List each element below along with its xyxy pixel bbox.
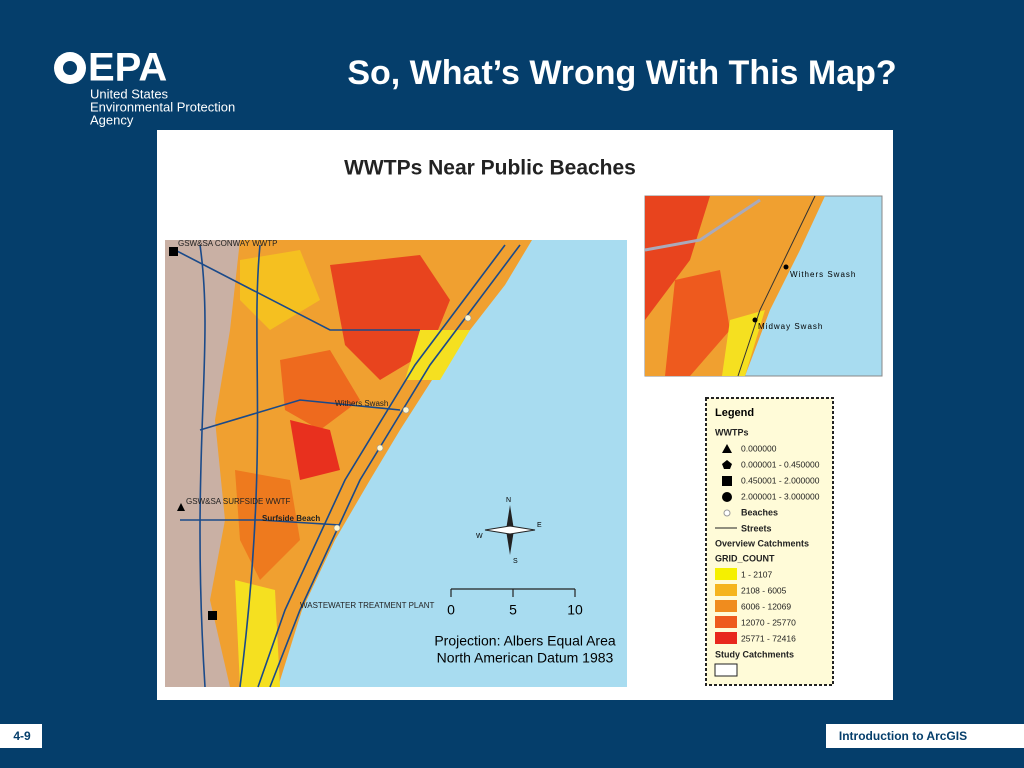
legend-symbol — [723, 509, 731, 517]
legend-item: 2108 - 6005 — [741, 585, 787, 595]
logo-line: United States — [90, 86, 169, 101]
wwtp — [177, 503, 185, 511]
logo-emblem-inner — [63, 61, 77, 75]
beach — [402, 406, 410, 414]
beach — [376, 444, 384, 452]
map-label: GSW&SA CONWAY WWTP — [178, 239, 277, 248]
compass: N E S W — [476, 497, 542, 565]
legend-swatch — [715, 616, 737, 628]
compass-label: W — [476, 533, 483, 540]
beach — [464, 314, 472, 322]
legend-swatch — [715, 568, 737, 580]
footer-page: 4-9 — [13, 729, 31, 743]
inset-point — [752, 317, 758, 323]
street — [180, 519, 341, 526]
epa-logo: EPA United States Environmental Protecti… — [54, 46, 235, 127]
compass-label: N — [506, 497, 511, 504]
scale-bar — [450, 588, 576, 597]
logo-line: Agency — [90, 112, 134, 127]
projection: North American Datum 1983 — [437, 650, 614, 666]
slide-title: So, What’s Wrong With This Map? — [347, 54, 896, 92]
legend-swatch — [715, 632, 737, 644]
street — [269, 244, 521, 688]
inset-catchment — [665, 270, 730, 376]
legend-symbol — [722, 476, 732, 486]
logo-line: Environmental Protection — [90, 99, 235, 114]
beaches — [333, 314, 472, 532]
legend-swatch — [714, 663, 738, 677]
wwtp — [169, 247, 178, 256]
river — [199, 244, 206, 688]
inset-map: Withers Swash Midway Swash — [644, 195, 883, 377]
legend-symbol — [722, 492, 732, 502]
scale-label: 5 — [509, 602, 517, 618]
legend-swatch — [715, 600, 737, 612]
legend-item: Beaches — [741, 507, 778, 517]
map-label: Surfside Beach — [262, 514, 320, 523]
high-catchment — [290, 420, 340, 480]
river — [239, 244, 261, 688]
legend-item: Streets — [741, 523, 772, 533]
inset-catchment — [645, 196, 710, 320]
footer-course-box — [826, 724, 1024, 748]
legend-heading: WWTPs — [715, 427, 749, 437]
legend-heading: Overview Catchments — [715, 538, 809, 548]
wwtp — [208, 611, 217, 620]
legend-item: 25771 - 72416 — [741, 633, 796, 643]
projection: Projection: Albers Equal Area — [434, 633, 616, 649]
mid-catchment — [235, 470, 300, 580]
legend-heading: GRID_COUNT — [715, 553, 775, 563]
legend-item: 0.000000 — [741, 443, 777, 453]
map-label: WASTEWATER TREATMENT PLANT — [300, 601, 434, 610]
logo-wordmark: EPA — [88, 46, 167, 90]
street — [174, 249, 420, 331]
legend: Legend WWTPs 0.000000 0.000001 - 0.45000… — [705, 397, 834, 686]
scale-label: 0 — [447, 602, 455, 618]
legend-symbol — [722, 460, 732, 469]
legend-item: 0.000001 - 0.450000 — [741, 459, 820, 469]
footer-page-box — [0, 724, 42, 748]
mid-catchment — [240, 250, 320, 330]
legend-item: 2.000001 - 3.000000 — [741, 491, 820, 501]
legend-title: Legend — [715, 407, 754, 419]
inset-point — [783, 264, 789, 270]
compass-needle — [484, 525, 536, 535]
compass-label: E — [537, 522, 542, 529]
legend-item: 1 - 2107 — [741, 569, 772, 579]
legend-swatch — [715, 584, 737, 596]
inset-street — [737, 195, 816, 377]
legend-item: 0.450001 - 2.000000 — [741, 475, 820, 485]
wetland — [165, 240, 240, 687]
main-map: GSW&SA CONWAY WWTP GSW&SA SURFSIDE WWTF … — [165, 239, 627, 688]
high-catchment — [280, 350, 360, 430]
low-catchment — [235, 580, 280, 687]
beach — [333, 524, 341, 532]
inset-label: Midway Swash — [758, 322, 823, 331]
street — [257, 244, 506, 688]
map-label: GSW&SA SURFSIDE WWTF — [186, 497, 291, 506]
inset-label: Withers Swash — [790, 270, 856, 279]
streets — [174, 244, 521, 688]
inset-road — [644, 198, 761, 252]
map-title: WWTPs Near Public Beaches — [344, 157, 636, 180]
legend-heading: Study Catchments — [715, 649, 794, 659]
footer-course: Introduction to ArcGIS — [839, 729, 967, 743]
legend-item: 12070 - 25770 — [741, 617, 796, 627]
map-label: Withers Swash — [335, 399, 388, 408]
legend-symbol — [722, 444, 732, 453]
street — [199, 399, 401, 431]
legend-item: 6006 - 12069 — [741, 601, 791, 611]
compass-label: S — [513, 558, 518, 565]
scale-label: 10 — [567, 602, 583, 618]
